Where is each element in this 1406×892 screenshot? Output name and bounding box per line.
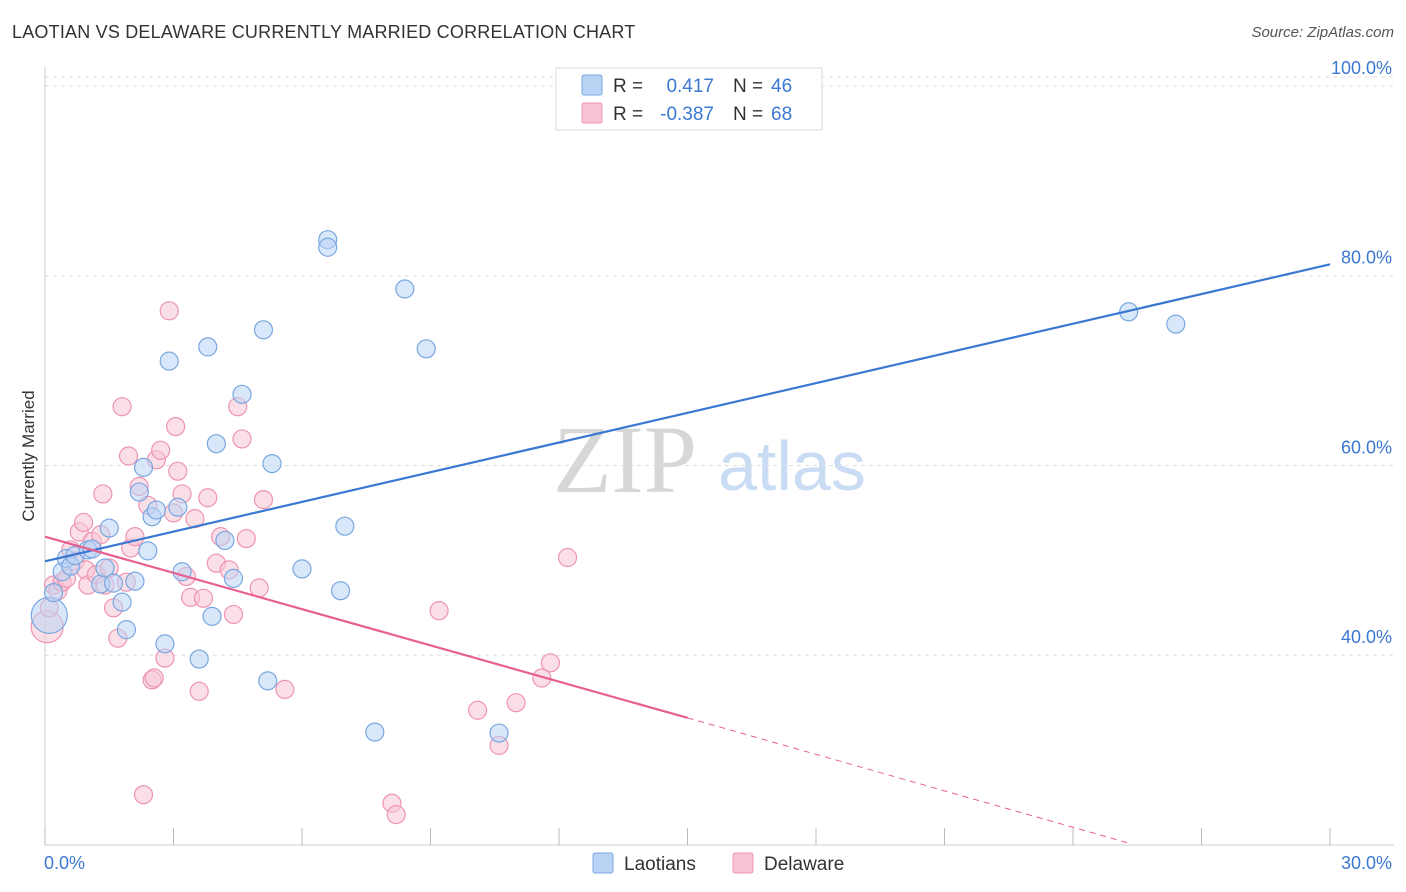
laotians-point xyxy=(1166,314,1186,334)
y-tick-label: 100.0% xyxy=(1331,58,1392,78)
delaware-point xyxy=(532,668,552,688)
delaware-point xyxy=(193,588,214,608)
laotians-point xyxy=(125,571,145,591)
delaware-point xyxy=(540,653,561,673)
laotians-point xyxy=(416,339,436,359)
delaware-point xyxy=(198,488,218,508)
laotians-point xyxy=(330,581,351,601)
delaware-point xyxy=(73,512,94,533)
delaware-point xyxy=(557,547,578,568)
laotians-point xyxy=(292,559,312,579)
laotians-point xyxy=(159,351,179,371)
delaware-point xyxy=(151,440,171,460)
laotians-point xyxy=(258,671,278,691)
laotians-point xyxy=(43,583,64,603)
delaware-point xyxy=(93,484,113,504)
delaware-point xyxy=(189,681,209,701)
delaware-point xyxy=(133,785,154,805)
laotians-point xyxy=(262,453,282,474)
axes xyxy=(44,67,1394,846)
watermark: ZIP atlas xyxy=(553,406,866,513)
delaware-point xyxy=(144,668,164,688)
stats-legend: R = 0.417 N = 46 R = -0.387 N = 68 xyxy=(555,67,823,131)
x-ticks xyxy=(44,828,1331,845)
delaware-point xyxy=(112,397,132,417)
delaware-point xyxy=(429,601,449,621)
delaware-r-label: R = xyxy=(613,104,643,125)
laotians-point xyxy=(112,592,132,612)
laotians-point xyxy=(99,518,119,538)
y-tick-label: 80.0% xyxy=(1341,248,1392,268)
laotians-swatch xyxy=(581,74,603,96)
delaware-point xyxy=(468,700,488,720)
y-tick-label: 60.0% xyxy=(1341,437,1392,457)
laotians-n-label: N = xyxy=(733,76,763,97)
laotians-points xyxy=(30,230,1186,743)
delaware-point xyxy=(253,490,274,510)
laotians-point xyxy=(395,279,415,299)
legend-laotians-label: Laotians xyxy=(624,854,696,875)
laotians-point xyxy=(189,649,209,669)
laotians-point xyxy=(365,722,385,742)
laotians-point xyxy=(215,530,235,551)
series-legend: Laotians Delaware xyxy=(592,852,844,875)
delaware-point xyxy=(223,604,244,625)
x-tick-label-min: 0.0% xyxy=(44,853,85,873)
grid-lines xyxy=(45,76,1394,656)
delaware-point xyxy=(236,528,256,549)
delaware-trend-extension xyxy=(687,717,1129,844)
laotians-point xyxy=(253,320,274,340)
laotians-point xyxy=(146,500,166,520)
laotians-point xyxy=(133,457,154,477)
delaware-point xyxy=(159,301,179,321)
chart-title: LAOTIAN VS DELAWARE CURRENTLY MARRIED CO… xyxy=(12,22,636,42)
laotians-point xyxy=(129,482,149,502)
legend-delaware-swatch xyxy=(732,852,754,874)
y-tick-label: 40.0% xyxy=(1341,627,1392,647)
laotians-point xyxy=(138,541,158,561)
trend-lines xyxy=(44,263,1331,844)
laotians-point xyxy=(155,634,175,654)
laotians-point xyxy=(103,573,124,593)
watermark-atlas: atlas xyxy=(718,427,866,505)
laotians-n-value: 46 xyxy=(771,76,792,97)
laotians-point xyxy=(232,384,252,404)
laotians-point xyxy=(489,723,509,743)
laotians-point xyxy=(223,568,244,588)
y-axis-title: Currently Married xyxy=(19,390,38,521)
delaware-n-label: N = xyxy=(733,104,763,125)
delaware-point xyxy=(118,446,139,466)
watermark-zip: ZIP xyxy=(553,406,697,513)
laotians-r-value: 0.417 xyxy=(666,76,714,97)
delaware-swatch xyxy=(581,102,603,124)
laotians-point xyxy=(335,516,355,536)
delaware-trend-line xyxy=(44,535,688,719)
legend-laotians-swatch xyxy=(592,852,614,874)
y-tick-labels: 40.0% 60.0% 80.0% 100.0% xyxy=(1331,58,1392,647)
laotians-point xyxy=(168,497,188,517)
delaware-point xyxy=(168,461,188,481)
delaware-point xyxy=(506,693,526,713)
laotians-trend-line xyxy=(44,263,1331,563)
laotians-point xyxy=(30,596,68,634)
laotians-r-label: R = xyxy=(613,76,643,97)
delaware-point xyxy=(386,805,406,825)
source-credit: Source: ZipAtlas.com xyxy=(1251,24,1394,41)
legend-delaware-label: Delaware xyxy=(764,854,844,875)
laotians-point xyxy=(206,434,226,454)
laotians-point xyxy=(198,337,218,357)
laotians-point xyxy=(318,237,338,257)
x-tick-label-max: 30.0% xyxy=(1341,853,1392,873)
delaware-point xyxy=(232,429,252,449)
laotians-point xyxy=(95,558,115,578)
laotians-point xyxy=(116,620,136,640)
delaware-point xyxy=(166,416,186,437)
delaware-n-value: 68 xyxy=(771,104,792,125)
laotians-point xyxy=(202,606,222,626)
delaware-r-value: -0.387 xyxy=(660,104,714,125)
delaware-point xyxy=(275,679,295,700)
